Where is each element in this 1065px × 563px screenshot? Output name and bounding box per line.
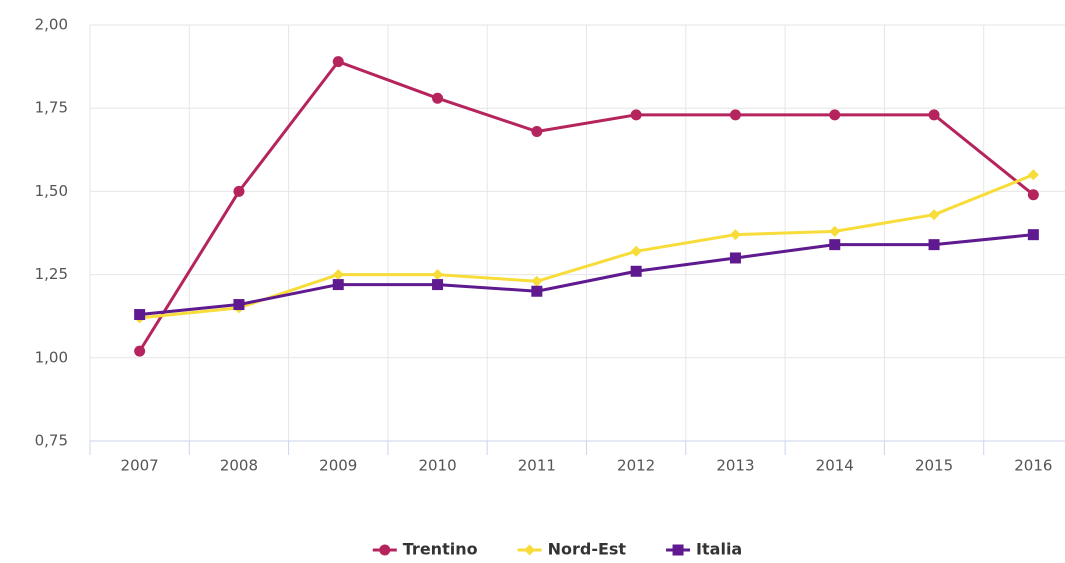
x-tick-label: 2009 (319, 457, 357, 475)
marker (729, 109, 741, 121)
y-tick-label: 2,00 (35, 16, 68, 34)
marker (531, 285, 543, 297)
marker (729, 252, 741, 264)
marker (134, 309, 146, 321)
x-tick-label: 2013 (716, 457, 754, 475)
legend: Trentino Nord-Est Italia (372, 540, 742, 559)
marker (432, 269, 444, 281)
marker (829, 109, 841, 121)
x-tick-label: 2012 (617, 457, 655, 475)
legend-text: Trentino (403, 540, 478, 559)
marker (1027, 229, 1039, 241)
marker (134, 345, 146, 357)
x-tick-label: 2011 (518, 457, 556, 475)
x-tick-label: 2016 (1014, 457, 1052, 475)
marker (672, 544, 684, 556)
marker (531, 275, 543, 287)
y-tick-label: 1,25 (35, 265, 68, 283)
marker (630, 265, 642, 277)
y-tick-label: 0,75 (35, 432, 68, 450)
marker (233, 185, 245, 197)
marker (928, 209, 940, 221)
x-tick-label: 2014 (816, 457, 854, 475)
marker (928, 109, 940, 121)
marker (332, 279, 344, 291)
marker (233, 299, 245, 311)
marker (379, 544, 391, 556)
x-tick-label: 2010 (418, 457, 456, 475)
y-tick-label: 1,75 (35, 99, 68, 117)
marker (524, 544, 536, 556)
x-tick-label: 2007 (121, 457, 159, 475)
series-line (138, 60, 1035, 352)
legend-text: Nord-Est (548, 540, 627, 559)
y-tick-label: 1,50 (35, 182, 68, 200)
legend-text: Italia (696, 540, 742, 559)
marker (829, 225, 841, 237)
series-line (139, 233, 1034, 317)
marker (829, 239, 841, 251)
y-tick-label: 1,00 (35, 348, 68, 366)
marker (531, 125, 543, 137)
x-tick-label: 2008 (220, 457, 258, 475)
marker (630, 109, 642, 121)
marker (332, 269, 344, 281)
marker (1027, 189, 1039, 201)
marker (630, 245, 642, 257)
marker (928, 239, 940, 251)
series-line (139, 173, 1034, 320)
marker (729, 229, 741, 241)
marker (1027, 169, 1039, 181)
marker (432, 92, 444, 104)
x-tick-label: 2015 (915, 457, 953, 475)
marker (332, 56, 344, 68)
marker (432, 279, 444, 291)
